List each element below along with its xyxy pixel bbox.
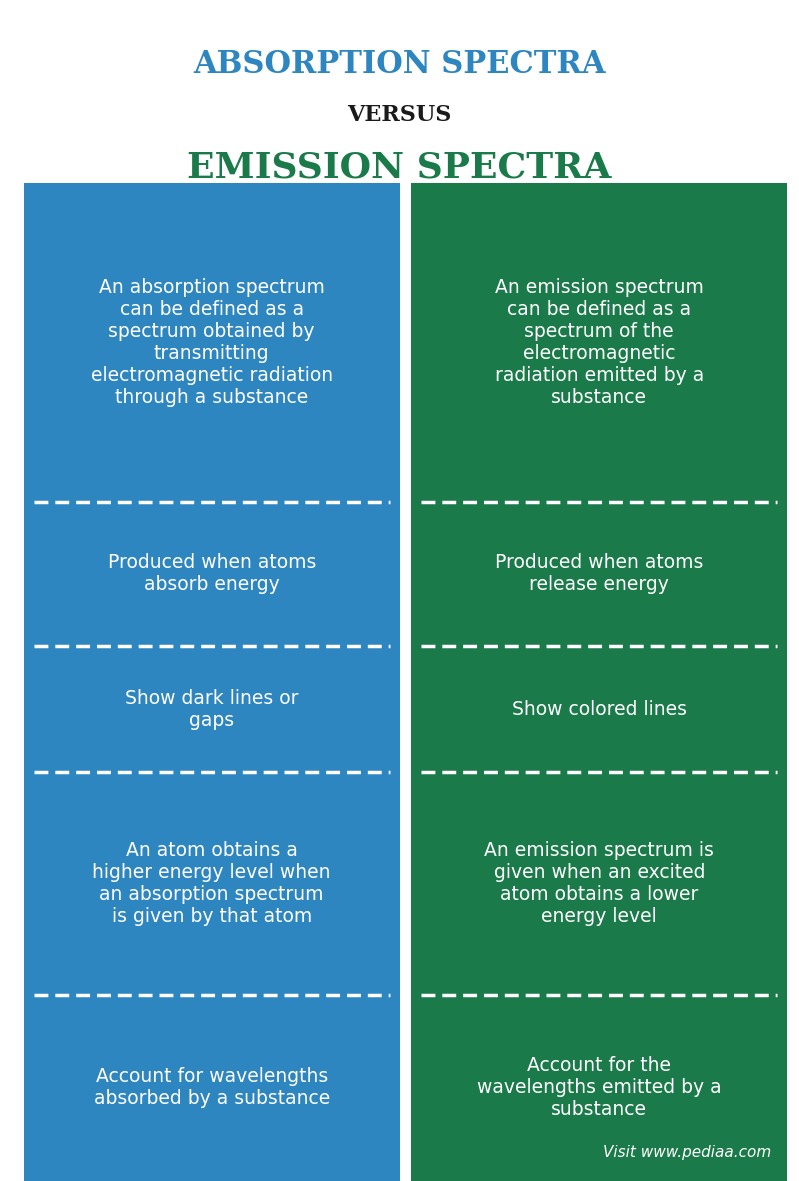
Text: Show colored lines: Show colored lines xyxy=(511,699,687,718)
Text: ABSORPTION SPECTRA: ABSORPTION SPECTRA xyxy=(193,50,606,80)
Text: VERSUS: VERSUS xyxy=(348,104,451,125)
Text: EMISSION SPECTRA: EMISSION SPECTRA xyxy=(187,151,612,184)
Bar xyxy=(24,183,400,1181)
Text: An emission spectrum
can be defined as a
spectrum of the
electromagnetic
radiati: An emission spectrum can be defined as a… xyxy=(495,278,704,407)
Text: Account for the
wavelengths emitted by a
substance: Account for the wavelengths emitted by a… xyxy=(477,1056,721,1120)
Text: Visit www.pediaa.com: Visit www.pediaa.com xyxy=(602,1144,771,1160)
Text: Produced when atoms
absorb energy: Produced when atoms absorb energy xyxy=(108,554,316,594)
Text: Account for wavelengths
absorbed by a substance: Account for wavelengths absorbed by a su… xyxy=(93,1068,330,1108)
Text: An absorption spectrum
can be defined as a
spectrum obtained by
transmitting
ele: An absorption spectrum can be defined as… xyxy=(90,278,333,407)
Bar xyxy=(411,183,787,1181)
Text: An atom obtains a
higher energy level when
an absorption spectrum
is given by th: An atom obtains a higher energy level wh… xyxy=(93,841,331,926)
Text: Show dark lines or
gaps: Show dark lines or gaps xyxy=(125,689,299,730)
Text: Produced when atoms
release energy: Produced when atoms release energy xyxy=(495,554,703,594)
Text: An emission spectrum is
given when an excited
atom obtains a lower
energy level: An emission spectrum is given when an ex… xyxy=(484,841,714,926)
